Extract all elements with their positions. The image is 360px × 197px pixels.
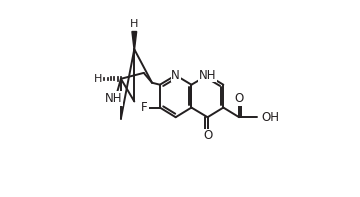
Text: OH: OH [262, 111, 280, 124]
Text: N: N [171, 69, 180, 82]
Polygon shape [132, 32, 137, 49]
Text: H: H [94, 74, 102, 84]
Text: NH: NH [199, 69, 216, 82]
Text: O: O [203, 129, 212, 142]
Text: NH: NH [105, 92, 122, 105]
Text: O: O [234, 92, 244, 105]
Text: F: F [141, 101, 148, 114]
Text: H: H [130, 19, 139, 29]
